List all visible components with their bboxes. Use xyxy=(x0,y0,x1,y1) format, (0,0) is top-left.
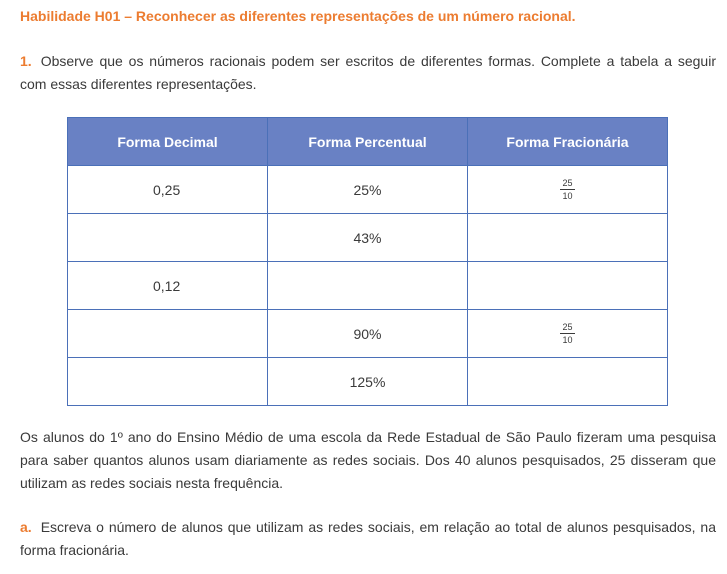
cell-percent[interactable]: 125% xyxy=(267,357,468,406)
cell-fraction[interactable]: 25 10 xyxy=(467,165,668,214)
table-row: 90% 25 10 xyxy=(67,309,668,358)
header-fraction: Forma Fracionária xyxy=(467,117,668,166)
table-row: 125% xyxy=(67,357,668,406)
fraction: 25 10 xyxy=(560,178,575,201)
table-header-row: Forma Decimal Forma Percentual Forma Fra… xyxy=(67,117,668,166)
question-a-letter: a. xyxy=(20,519,32,535)
cell-fraction[interactable] xyxy=(467,357,668,406)
context-paragraph: Os alunos do 1º ano do Ensino Médio de u… xyxy=(20,429,716,491)
cell-decimal[interactable] xyxy=(67,213,268,262)
cell-percent[interactable]: 25% xyxy=(267,165,468,214)
question-1-number: 1. xyxy=(20,53,32,69)
header-percent: Forma Percentual xyxy=(267,117,468,166)
section-heading: Habilidade H01 – Reconhecer as diferente… xyxy=(20,8,576,24)
question-1-text: Observe que os números racionais podem s… xyxy=(20,53,716,92)
question-a-text: Escreva o número de alunos que utilizam … xyxy=(20,519,716,558)
cell-percent[interactable]: 90% xyxy=(267,309,468,358)
cell-fraction[interactable] xyxy=(467,261,668,310)
cell-decimal[interactable]: 0,12 xyxy=(67,261,268,310)
cell-percent[interactable]: 43% xyxy=(267,213,468,262)
cell-percent[interactable] xyxy=(267,261,468,310)
cell-decimal[interactable] xyxy=(67,357,268,406)
fraction-numerator: 25 xyxy=(560,322,575,334)
fraction-denominator: 10 xyxy=(562,191,573,201)
question-a: a. Escreva o número de alunos que utiliza… xyxy=(20,516,716,562)
fraction-denominator: 10 xyxy=(562,335,573,345)
table-row: 0,12 xyxy=(67,261,668,310)
table-row: 0,25 25% 25 10 xyxy=(67,165,668,214)
cell-fraction[interactable]: 25 10 xyxy=(467,309,668,358)
header-decimal: Forma Decimal xyxy=(67,117,268,166)
question-1: 1. Observe que os números racionais podem… xyxy=(20,50,716,96)
cell-decimal[interactable] xyxy=(67,309,268,358)
cell-decimal[interactable]: 0,25 xyxy=(67,165,268,214)
table-row: 43% xyxy=(67,213,668,262)
fraction: 25 10 xyxy=(560,322,575,345)
cell-fraction[interactable] xyxy=(467,213,668,262)
fraction-numerator: 25 xyxy=(560,178,575,190)
representations-table: Forma Decimal Forma Percentual Forma Fra… xyxy=(67,117,668,406)
